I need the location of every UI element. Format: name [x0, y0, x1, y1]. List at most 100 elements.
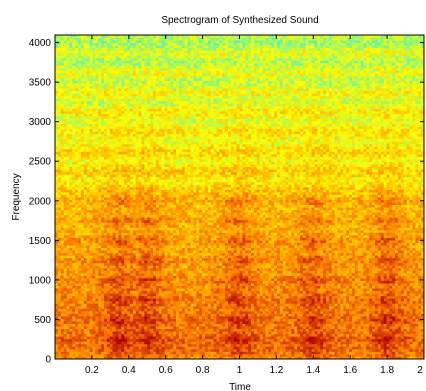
spectrogram-cell [109, 275, 114, 279]
spectrogram-cell [409, 318, 413, 322]
spectrogram-cell [213, 313, 217, 317]
spectrogram-cell [398, 275, 402, 279]
spectrogram-cell [104, 323, 108, 327]
spectrogram-cell [320, 300, 324, 304]
spectrogram-cell [196, 303, 200, 307]
spectrogram-cell [300, 267, 304, 271]
spectrogram-cell [406, 260, 410, 264]
spectrogram-cell [63, 353, 67, 357]
spectrogram-cell [262, 351, 266, 355]
spectrogram-cell [233, 262, 238, 266]
spectrogram-cell [98, 331, 102, 335]
spectrogram-cell [288, 321, 292, 324]
spectrogram-cell [265, 262, 269, 266]
spectrogram-cell [153, 300, 157, 304]
spectrogram-cell [271, 288, 275, 292]
spectrogram-cell [193, 333, 197, 337]
spectrogram-cell [251, 318, 255, 322]
spectrogram-cell [374, 283, 379, 286]
spectrogram-cell [66, 343, 70, 347]
spectrogram-cell [357, 283, 361, 286]
spectrogram-cell [320, 270, 324, 274]
spectrogram-cell [158, 318, 163, 322]
spectrogram-cell [144, 351, 148, 355]
spectrogram-cell [242, 260, 246, 264]
spectrogram-cell [398, 298, 402, 302]
spectrogram-cell [141, 270, 145, 274]
spectrogram-cell [386, 278, 390, 281]
spectrogram-cell [101, 356, 105, 360]
spectrogram-cell [314, 262, 318, 266]
spectrogram-cell [118, 315, 122, 319]
spectrogram-cell [334, 313, 338, 317]
spectrogram-cell [155, 295, 160, 299]
spectrogram-cell [302, 336, 307, 340]
spectrogram-cell [127, 318, 131, 322]
spectrogram-cell [331, 343, 336, 347]
spectrogram-cell [190, 313, 194, 317]
spectrogram-cell [89, 346, 93, 350]
spectrogram-cell [239, 321, 243, 324]
spectrogram-cell [158, 353, 163, 357]
spectrogram-cell [222, 280, 226, 284]
spectrogram-cell [109, 267, 114, 271]
spectrogram-cell [184, 290, 189, 294]
spectrogram-cell [323, 293, 327, 297]
spectrogram-cell [308, 313, 312, 317]
spectrogram-cell [227, 336, 232, 340]
spectrogram-cell [363, 308, 367, 312]
spectrogram-cell [259, 270, 263, 274]
spectrogram-cell [83, 267, 88, 271]
spectrogram-cell [300, 298, 304, 302]
spectrogram-cell [259, 343, 263, 347]
spectrogram-cell [178, 318, 183, 322]
spectrogram-cell [288, 328, 292, 332]
spectrogram-cell [328, 260, 333, 264]
spectrogram-cell [101, 343, 105, 347]
spectrogram-cell [412, 265, 416, 269]
spectrogram-cell [317, 308, 321, 312]
spectrogram-cell [86, 333, 90, 337]
spectrogram-cell [259, 341, 263, 345]
spectrogram-cell [176, 305, 180, 309]
spectrogram-cell [129, 336, 134, 340]
spectrogram-cell [406, 285, 410, 289]
spectrogram-cell [55, 338, 59, 342]
spectrogram-cell [138, 280, 142, 284]
spectrogram-cell [346, 272, 350, 276]
spectrogram-cell [178, 356, 183, 360]
spectrogram-cell [398, 341, 402, 345]
spectrogram-cell [72, 326, 76, 330]
spectrogram-cell [196, 310, 200, 314]
spectrogram-cell [314, 346, 318, 350]
spectrogram-cell [190, 336, 194, 340]
spectrogram-cell [383, 290, 387, 294]
spectrogram-cell [225, 270, 229, 274]
spectrogram-cell [314, 323, 318, 327]
spectrogram-cell [222, 300, 226, 304]
spectrogram-cell [386, 341, 390, 345]
spectrogram-cell [346, 333, 350, 337]
spectrogram-cell [337, 331, 341, 335]
spectrogram-cell [265, 298, 269, 302]
spectrogram-cell [374, 285, 379, 289]
spectrogram-cell [135, 341, 140, 345]
spectrogram-cell [132, 321, 137, 324]
spectrogram-cell [300, 278, 304, 281]
spectrogram-cell [357, 338, 361, 342]
spectrogram-cell [300, 310, 304, 314]
spectrogram-cell [248, 303, 252, 307]
spectrogram-cell [421, 260, 425, 264]
spectrogram-cell [253, 318, 258, 322]
spectrogram-cell [383, 267, 387, 271]
spectrogram-cell [409, 278, 413, 281]
spectrogram-cell [109, 326, 114, 330]
spectrogram-cell [158, 326, 163, 330]
spectrogram-cell [386, 262, 390, 266]
spectrogram-cell [294, 313, 298, 317]
spectrogram-cell [395, 326, 399, 330]
spectrogram-cell [302, 346, 307, 350]
spectrogram-cell [72, 333, 76, 337]
spectrogram-cell [291, 278, 295, 281]
spectrogram-cell [176, 321, 180, 324]
